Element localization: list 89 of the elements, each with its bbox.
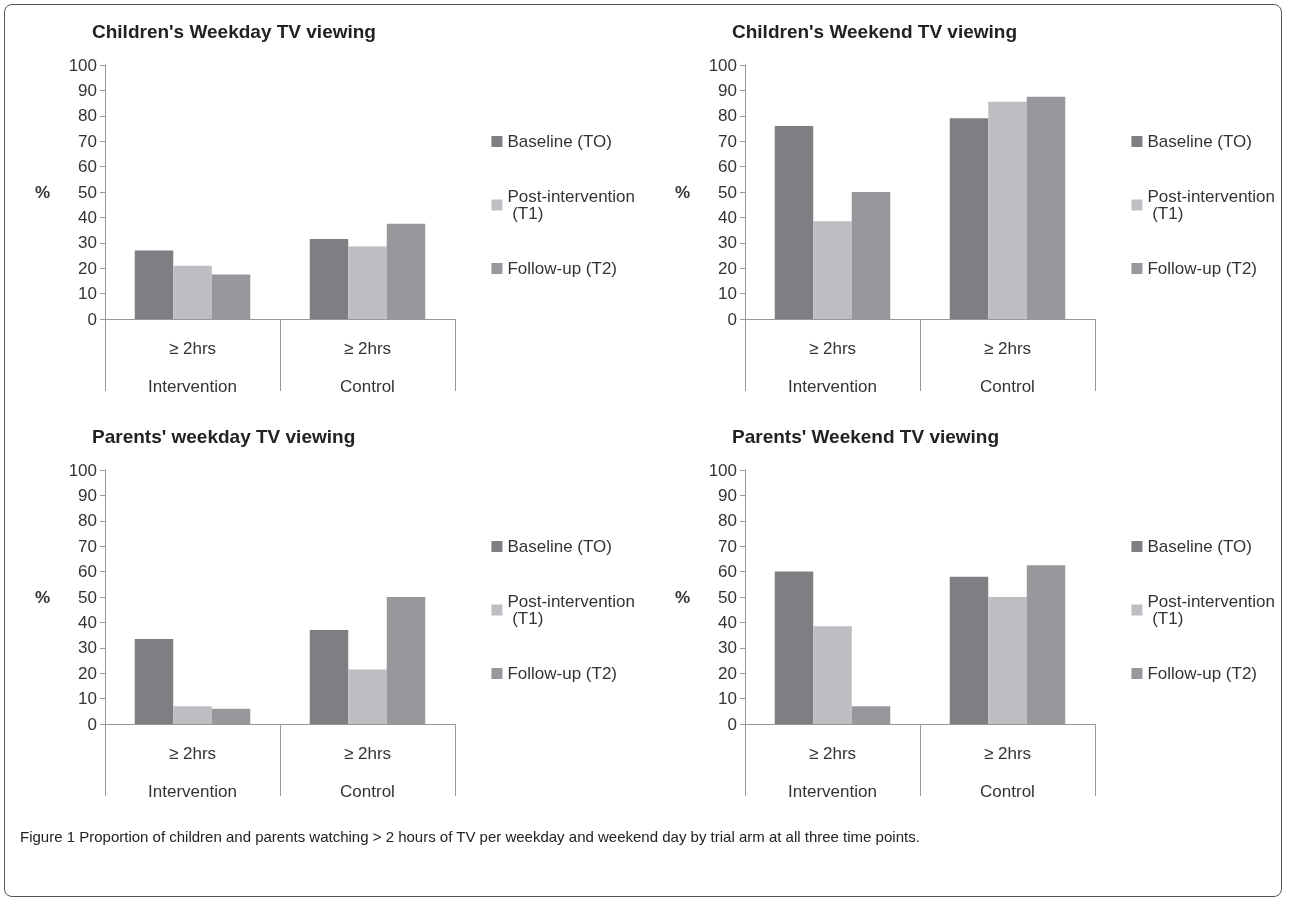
y-tick-label: 30: [78, 638, 97, 658]
y-tick-label: 80: [78, 511, 97, 531]
y-tick-label: 90: [718, 80, 737, 100]
bar: [988, 101, 1027, 319]
y-tick-label: 60: [718, 157, 737, 177]
x-tick-label: ≥ 2hrs Intervention: [148, 743, 237, 801]
y-tick-label: 50: [718, 182, 737, 202]
y-tick-label: 90: [78, 485, 97, 505]
x-tick-label: ≥ 2hrs Intervention: [788, 743, 877, 801]
bar: [134, 638, 174, 724]
bar: [173, 706, 212, 724]
legend-label: Follow-up (T2): [507, 664, 618, 683]
legend-label: Baseline (TO): [507, 537, 612, 556]
y-tick-label: 70: [718, 131, 737, 151]
legend-label: Post-intervention (T1): [1147, 592, 1276, 628]
y-tick-label: 100: [68, 55, 97, 75]
y-tick-label: 60: [78, 562, 97, 582]
y-tick-label: 50: [78, 587, 97, 607]
y-tick-label: 80: [718, 106, 737, 126]
legend-label: Baseline (TO): [1147, 132, 1252, 151]
y-tick-label: 80: [78, 106, 97, 126]
y-tick-label: 70: [718, 536, 737, 556]
y-tick-label: 90: [78, 80, 97, 100]
y-tick-label: 50: [78, 182, 97, 202]
y-axis-title: %: [674, 182, 690, 202]
bar: [949, 118, 989, 319]
y-tick-label: 90: [718, 485, 737, 505]
y-axis-title: %: [674, 587, 690, 607]
bar: [774, 125, 814, 319]
y-tick-label: 0: [87, 714, 97, 734]
y-tick-label: 100: [708, 460, 737, 480]
x-tick-label: ≥ 2hrs Intervention: [148, 338, 237, 396]
y-tick-label: 0: [727, 714, 737, 734]
legend-label: Post-intervention (T1): [507, 592, 636, 628]
bar: [774, 571, 814, 724]
y-tick-label: 30: [78, 233, 97, 253]
y-tick-label: 60: [718, 562, 737, 582]
legend-label: Follow-up (T2): [1147, 259, 1258, 278]
bar: [134, 250, 174, 319]
y-tick-label: 70: [78, 131, 97, 151]
bar: [309, 238, 349, 319]
y-axis-title: %: [34, 182, 50, 202]
chart-title: Parents' weekday TV viewing: [92, 426, 356, 447]
y-tick-label: 40: [78, 207, 97, 227]
y-tick-label: 20: [718, 663, 737, 683]
x-tick-label: ≥ 2hrs Control: [340, 743, 395, 801]
y-axis-title: %: [34, 587, 50, 607]
x-tick-label: ≥ 2hrs Intervention: [788, 338, 877, 396]
y-tick-label: 100: [68, 460, 97, 480]
legend-label: Baseline (TO): [1147, 537, 1252, 556]
legend-label: Post-intervention (T1): [507, 187, 636, 223]
y-tick-label: 60: [78, 157, 97, 177]
bar: [309, 630, 349, 724]
y-tick-label: 40: [78, 612, 97, 632]
bar: [348, 246, 387, 319]
legend-label: Follow-up (T2): [507, 259, 618, 278]
y-tick-label: 70: [78, 536, 97, 556]
bar: [988, 597, 1027, 724]
y-tick-label: 10: [718, 284, 737, 304]
y-tick-label: 30: [718, 638, 737, 658]
bar: [949, 576, 989, 724]
legend-label: Baseline (TO): [507, 132, 612, 151]
chart-title: Children's Weekend TV viewing: [732, 21, 1018, 42]
caption: Figure 1 Proportion of children and parents watching > 2 hours of TV per weekday and weekend day by trial arm at all three time points.: [20, 827, 921, 847]
x-tick-label: ≥ 2hrs Control: [340, 338, 395, 396]
y-tick-label: 0: [727, 309, 737, 329]
x-tick-label: ≥ 2hrs Control: [980, 743, 1035, 801]
legend-label: Follow-up (T2): [1147, 664, 1258, 683]
legend-label: Post-intervention (T1): [1147, 187, 1276, 223]
y-tick-label: 20: [718, 258, 737, 278]
chart-title: Children's Weekday TV viewing: [92, 21, 376, 42]
y-tick-label: 80: [718, 511, 737, 531]
y-tick-label: 100: [708, 55, 737, 75]
y-tick-label: 40: [718, 612, 737, 632]
y-tick-label: 30: [718, 233, 737, 253]
bar: [348, 669, 387, 724]
y-tick-label: 40: [718, 207, 737, 227]
y-tick-label: 20: [78, 258, 97, 278]
chart-title: Parents' Weekend TV viewing: [732, 426, 1000, 447]
y-tick-label: 10: [78, 284, 97, 304]
bar: [813, 626, 852, 724]
x-tick-label: ≥ 2hrs Control: [980, 338, 1035, 396]
y-tick-label: 0: [87, 309, 97, 329]
y-tick-label: 10: [718, 689, 737, 709]
bar: [173, 265, 212, 319]
y-tick-label: 10: [78, 689, 97, 709]
y-tick-label: 50: [718, 587, 737, 607]
y-tick-label: 20: [78, 663, 97, 683]
bar: [813, 221, 852, 319]
